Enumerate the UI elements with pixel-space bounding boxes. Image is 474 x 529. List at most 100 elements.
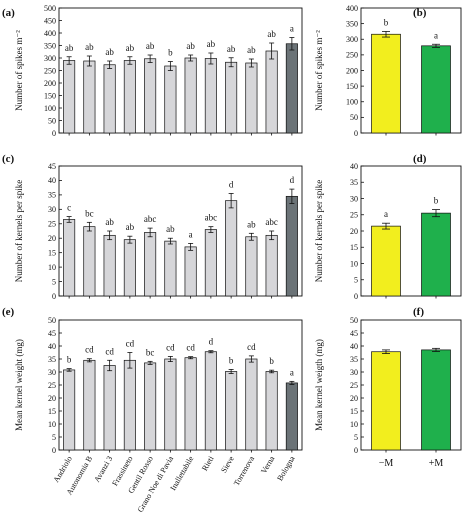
y-tick-label: 450 xyxy=(44,16,56,25)
y-axis-label: Number of spikes m⁻² xyxy=(14,30,24,111)
y-tick-label: 35 xyxy=(48,191,56,200)
y-tick-label: 10 xyxy=(350,259,358,268)
y-tick-label: 50 xyxy=(350,316,358,325)
y-tick-label: 150 xyxy=(346,82,358,91)
significance-letter: ab xyxy=(146,41,155,51)
y-tick-label: 0 xyxy=(52,446,56,455)
panel-label: (f) xyxy=(413,306,424,318)
panel-f: (f) 0 5 10 15 20 25 30 35 40 45 50 Mean kernel weigt… xyxy=(314,306,462,469)
bar xyxy=(164,240,177,297)
y-tick-label: 250 xyxy=(44,66,56,75)
y-tick-label: 100 xyxy=(44,104,56,113)
y-axis-label: Number of kernels per spike xyxy=(14,180,24,282)
bar xyxy=(63,219,76,297)
significance-letter: a xyxy=(290,24,294,34)
bar xyxy=(103,64,116,134)
significance-letter: abc xyxy=(265,217,278,227)
x-tick-label: −M xyxy=(379,458,394,469)
significance-letter: ab xyxy=(207,39,216,49)
panel-label: (b) xyxy=(413,7,427,19)
bar xyxy=(164,65,177,134)
bar xyxy=(371,351,401,451)
significance-letter: abc xyxy=(144,214,157,224)
y-tick-label: 10 xyxy=(48,263,56,272)
bar xyxy=(245,358,258,451)
significance-letter: ab xyxy=(65,43,74,53)
y-tick-label: 25 xyxy=(350,211,358,220)
y-tick-label: 400 xyxy=(44,29,56,38)
y-tick-label: 500 xyxy=(44,4,56,13)
y-tick-label: 25 xyxy=(48,220,56,229)
bar xyxy=(245,62,258,134)
y-axis-label: Mean kernel weigth (mg) xyxy=(314,339,324,431)
plot-frame xyxy=(58,319,303,451)
y-tick-label: 50 xyxy=(48,316,56,325)
y-tick-label: 35 xyxy=(350,355,358,364)
y-axis-label: Mean kernel weight (mg) xyxy=(14,339,24,431)
significance-letter: ab xyxy=(126,43,135,53)
x-tick-label: +M xyxy=(429,458,444,469)
x-tick-label: Rieti xyxy=(200,454,216,473)
significance-letter: a xyxy=(290,367,294,377)
significance-letter: a xyxy=(189,229,193,239)
significance-letter: a xyxy=(384,209,388,219)
y-tick-label: 40 xyxy=(350,162,358,171)
y-tick-label: 5 xyxy=(354,276,358,285)
bar xyxy=(225,200,238,297)
bar xyxy=(144,362,157,451)
y-tick-label: 45 xyxy=(48,162,56,171)
y-tick-label: 40 xyxy=(48,176,56,185)
significance-letter: abc xyxy=(205,213,218,223)
bar xyxy=(123,239,136,297)
significance-letter: cd xyxy=(166,342,175,352)
y-tick-label: 20 xyxy=(350,227,358,236)
bar xyxy=(164,358,177,451)
significance-letter: bc xyxy=(146,347,155,357)
bar xyxy=(204,58,217,134)
y-tick-label: 30 xyxy=(48,368,56,377)
y-tick-label: 20 xyxy=(48,394,56,403)
bar xyxy=(265,371,278,451)
significance-letter: ab xyxy=(105,217,114,227)
bar xyxy=(103,234,116,297)
x-tick-label: Avanzi 3 xyxy=(92,455,114,484)
y-tick-label: 40 xyxy=(48,342,56,351)
significance-letter: ab xyxy=(166,224,175,234)
panel-label: (d) xyxy=(413,153,427,165)
y-tick-label: 15 xyxy=(48,248,56,257)
panel-b: (b) 0 50 100 150 200 250 300 350 400 Number of spi… xyxy=(314,4,462,138)
y-tick-label: 5 xyxy=(52,277,56,286)
bar xyxy=(285,43,298,134)
bar xyxy=(184,246,197,297)
y-tick-label: 25 xyxy=(48,381,56,390)
y-tick-label: 50 xyxy=(350,113,358,122)
y-tick-label: 45 xyxy=(48,329,56,338)
plot-frame xyxy=(58,7,303,134)
bar xyxy=(123,60,136,134)
x-tick-label: Sieve xyxy=(219,454,236,474)
y-tick-label: 35 xyxy=(350,178,358,187)
y-tick-label: 0 xyxy=(354,446,358,455)
x-tick-label: Verna xyxy=(259,454,276,475)
plot-frame xyxy=(58,165,303,297)
bar xyxy=(83,226,96,297)
bar xyxy=(225,61,238,134)
significance-letter: b xyxy=(168,48,173,58)
significance-letter: c xyxy=(67,203,71,213)
y-tick-label: 0 xyxy=(354,129,358,138)
panel-c: (c) 0 5 10 15 20 25 30 35 40 45 Number of kernels p… xyxy=(2,153,303,301)
bar xyxy=(265,234,278,297)
y-tick-label: 350 xyxy=(346,19,358,28)
y-tick-label: 400 xyxy=(346,4,358,13)
x-tick-label: Bologna xyxy=(275,454,297,482)
bar xyxy=(285,195,298,297)
y-tick-label: 100 xyxy=(346,98,358,107)
bar xyxy=(265,50,278,134)
y-axis-label: Number of kernels per spike xyxy=(314,180,324,282)
bar xyxy=(63,60,76,134)
y-tick-label: 15 xyxy=(350,407,358,416)
significance-letter: cd xyxy=(186,343,195,353)
significance-letter: d xyxy=(209,337,214,347)
bar xyxy=(123,359,136,451)
